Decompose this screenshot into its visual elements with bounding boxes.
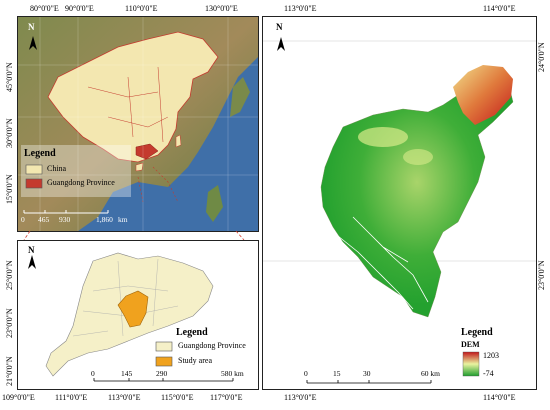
a-left-tick-2: 15°0'0"N <box>5 174 14 204</box>
scale-bar <box>306 380 432 384</box>
dem-map: N Legend DEM 1203 -74 0 15 30 60 km <box>262 16 537 390</box>
china-swatch <box>25 164 43 175</box>
china-map-graphic <box>18 17 258 231</box>
b-bottom-tick-2: 113°0'0"E <box>108 393 141 402</box>
b-bottom-tick-3: 115°0'0"E <box>161 393 194 402</box>
graticule <box>18 17 258 231</box>
guangdong-swatch <box>155 341 173 352</box>
a-left-tick-1: 30°0'0"N <box>5 118 14 148</box>
legend-item-guangdong: Guangdong Province <box>178 341 246 350</box>
dem-map-graphic <box>263 17 536 389</box>
scale-bar <box>93 378 234 382</box>
legend-subtitle-dem: DEM <box>461 340 480 349</box>
upland-patch <box>358 127 408 147</box>
mountain-region <box>453 65 513 125</box>
north-arrow-icon <box>28 255 36 269</box>
scale-label-2: 290 <box>156 369 168 378</box>
north-label: N <box>28 245 35 255</box>
dem-min-label: -74 <box>483 369 494 378</box>
b-left-tick-2: 21°0'0"N <box>5 356 14 386</box>
scale-label-3: 60 km <box>421 369 440 378</box>
a-top-tick-1: 90°0'0"E <box>65 4 94 13</box>
guangdong-highlight <box>135 143 159 160</box>
dem-max-label: 1203 <box>483 351 499 360</box>
north-label: N <box>28 22 35 32</box>
legend-title: Legend <box>461 327 493 338</box>
legend-title: Legend <box>176 327 208 338</box>
legend-item-study-area: Study area <box>178 356 212 365</box>
upland-patch <box>403 149 433 165</box>
scale-label-0: 0 <box>91 369 95 378</box>
china-location-map: N Legend China Guangdong Province 0 465 … <box>17 16 259 232</box>
a-top-tick-0: 80°0'0"E <box>30 4 59 13</box>
guangdong-map-graphic <box>18 241 258 389</box>
scale-label-0: 0 <box>304 369 308 378</box>
nine-dash-line <box>137 166 179 203</box>
scale-label-3: 1,860 <box>96 215 113 224</box>
a-top-tick-3: 130°0'0"E <box>205 4 238 13</box>
b-left-tick-1: 23°0'0"N <box>5 308 14 338</box>
c-bottom-tick-1: 114°0'0"E <box>483 393 516 402</box>
scale-label-0: 0 <box>21 215 25 224</box>
scale-label-1: 465 <box>38 215 50 224</box>
scale-label-unit: km <box>118 215 128 224</box>
guangdong-map: N Legend Guangdong Province Study area 0… <box>17 240 259 390</box>
legend-title: Legend <box>24 148 56 159</box>
c-top-tick-1: 114°0'0"E <box>483 4 516 13</box>
scale-label-2: 30 <box>363 369 371 378</box>
north-arrow-icon <box>29 36 37 50</box>
scale-bar <box>23 210 109 214</box>
b-bottom-tick-4: 117°0'0"E <box>210 393 243 402</box>
philippines-landmass <box>206 185 223 222</box>
scale-label-2: 930 <box>59 215 71 224</box>
hainan-polygon <box>135 162 144 172</box>
river-network <box>332 216 429 310</box>
a-left-tick-0: 45°0'0"N <box>5 62 14 92</box>
north-label: N <box>276 22 283 32</box>
c-top-tick-0: 113°0'0"E <box>284 4 317 13</box>
japan-landmass <box>230 77 250 117</box>
scale-label-3: 580 km <box>221 369 244 378</box>
b-bottom-tick-1: 111°0'0"E <box>55 393 88 402</box>
legend-item-china: China <box>47 164 67 173</box>
study-area-swatch <box>155 356 173 367</box>
c-right-tick-0: 24°0'0"N <box>537 42 546 72</box>
province-boundaries <box>87 66 169 143</box>
dem-color-ramp <box>462 351 480 377</box>
china-polygon <box>47 31 219 163</box>
c-bottom-tick-0: 113°0'0"E <box>284 393 317 402</box>
taiwan-polygon <box>175 134 182 148</box>
scale-label-1: 15 <box>333 369 341 378</box>
c-right-tick-1: 23°0'0"N <box>537 260 546 290</box>
north-arrow-icon <box>277 37 285 51</box>
legend-item-guangdong: Guangdong Province <box>47 178 115 187</box>
guangdong-swatch <box>25 178 43 189</box>
b-bottom-tick-0: 109°0'0"E <box>2 393 35 402</box>
a-top-tick-2: 110°0'0"E <box>125 4 158 13</box>
b-left-tick-0: 25°0'0"N <box>5 260 14 290</box>
study-area-polygon <box>117 290 149 328</box>
scale-label-1: 145 <box>121 369 133 378</box>
